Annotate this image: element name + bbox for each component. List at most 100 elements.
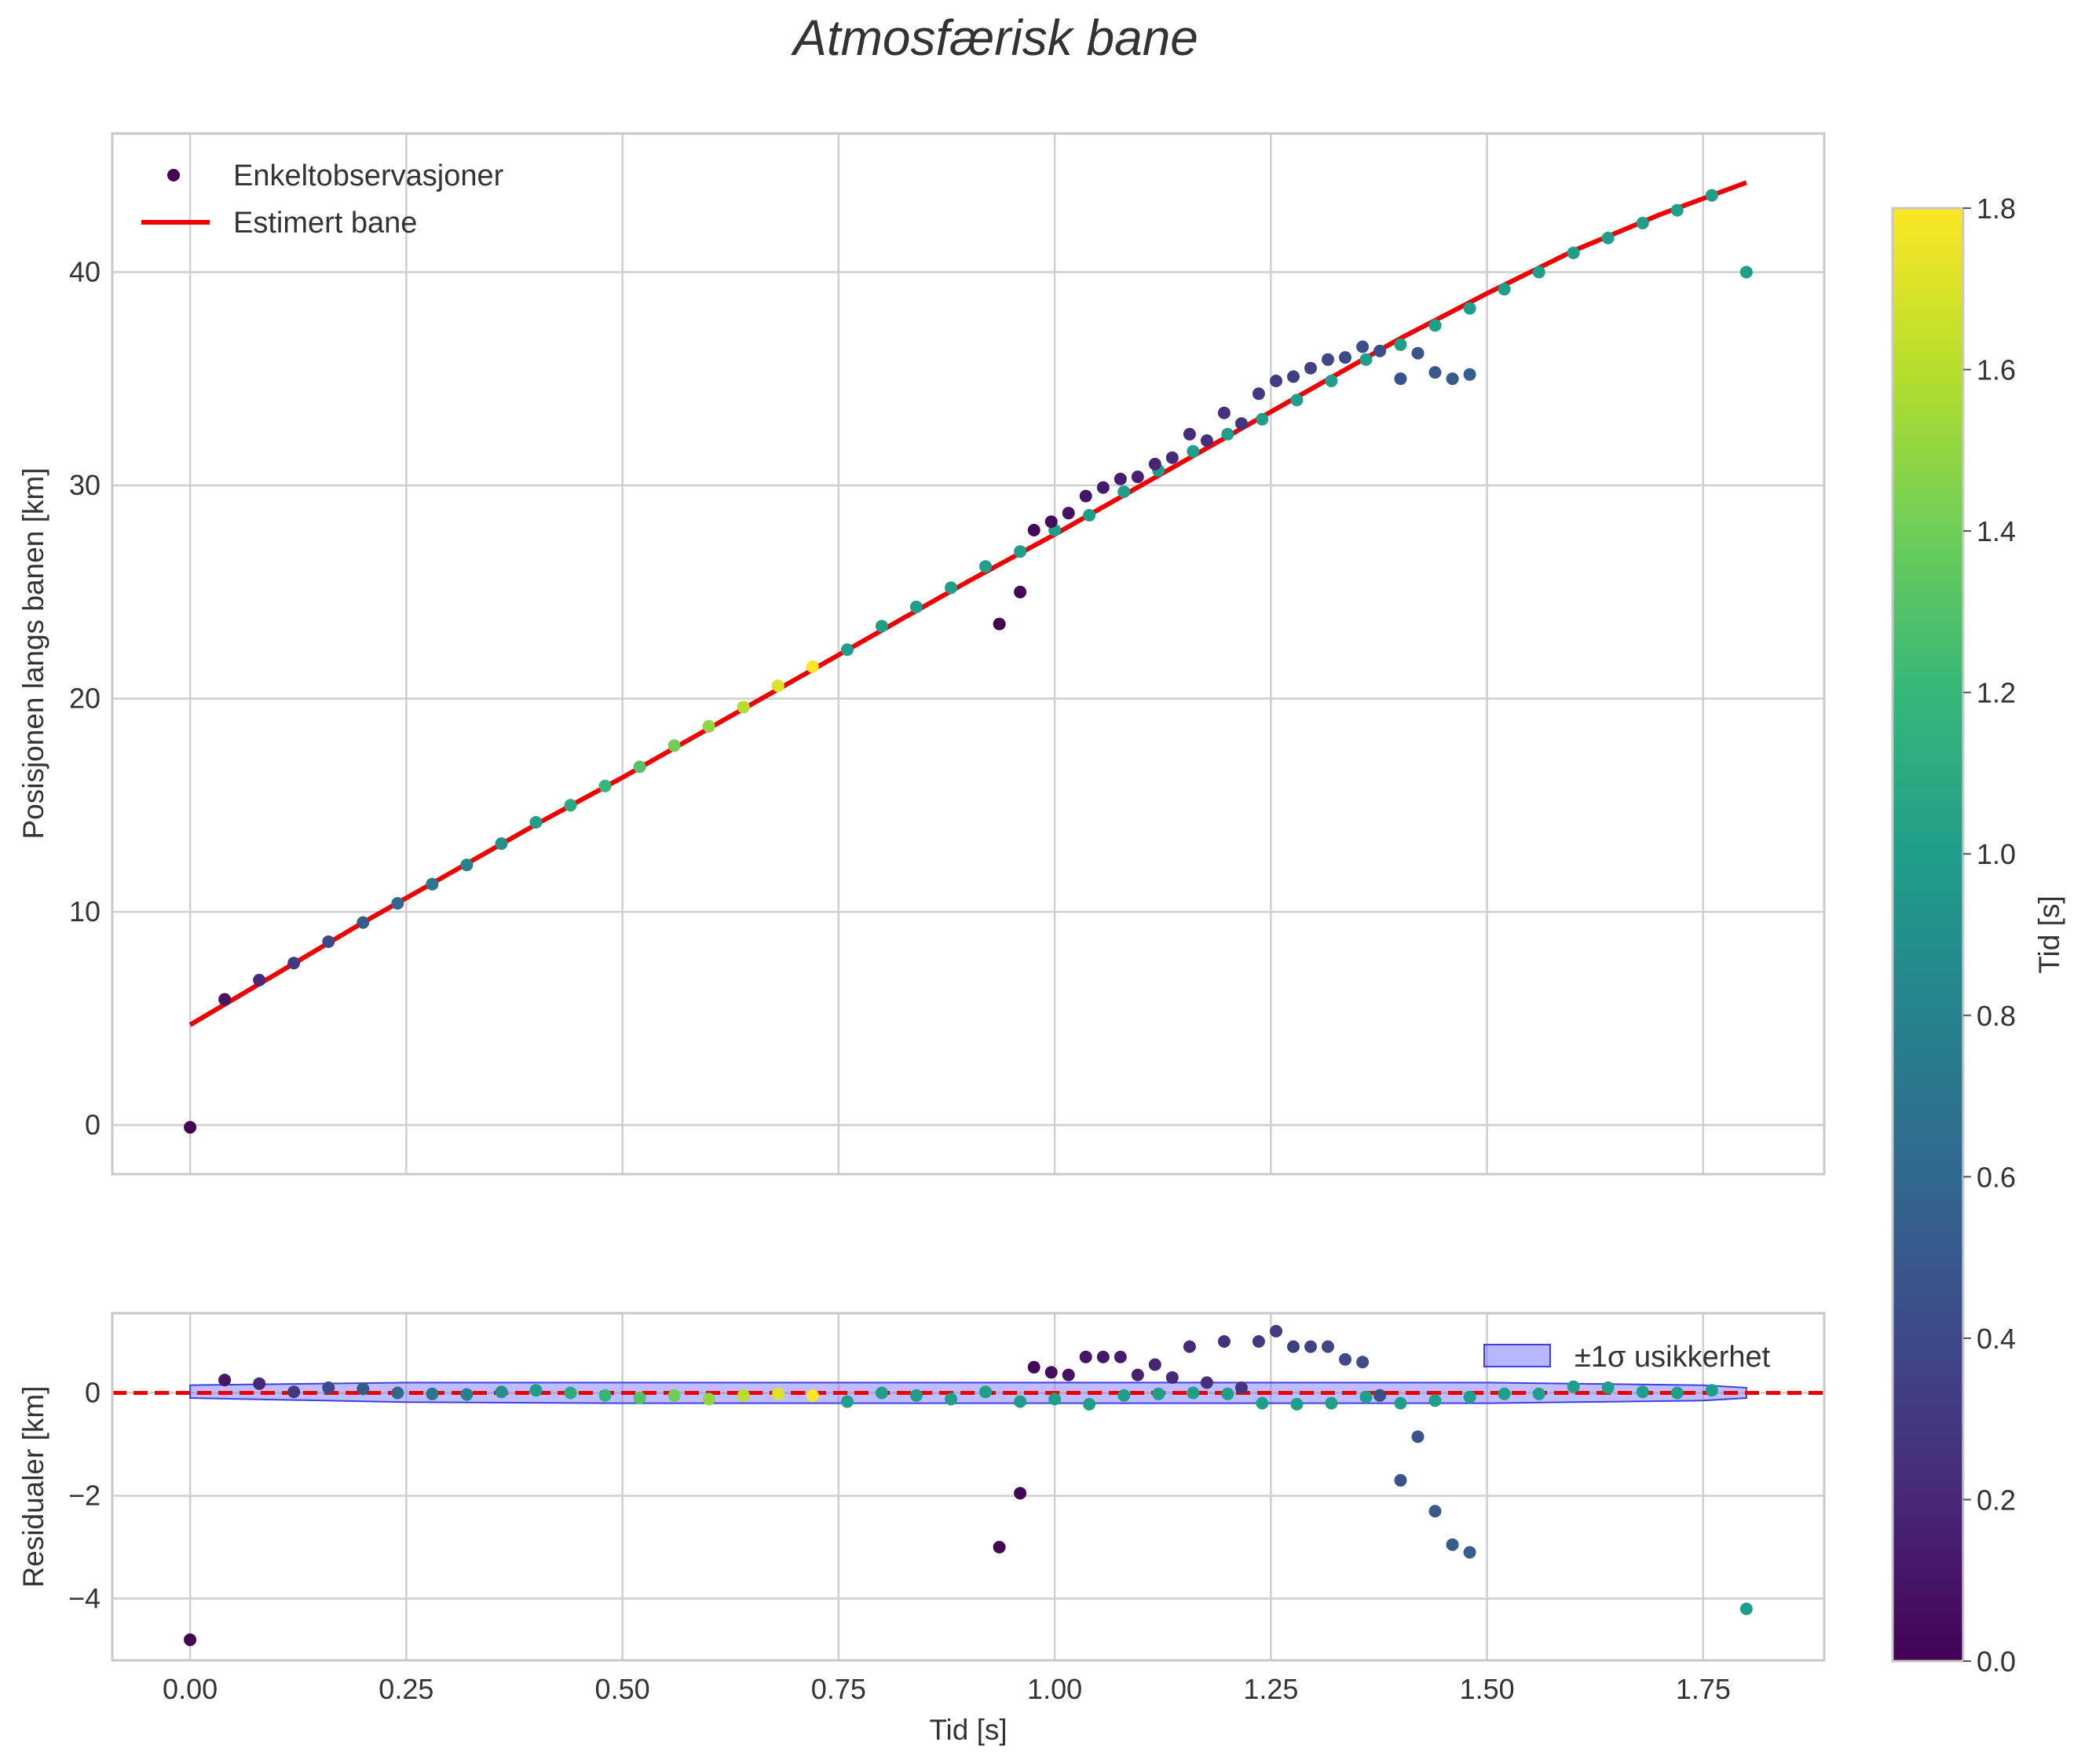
bottom-y-axis-label: Residualer [km] — [17, 1385, 49, 1587]
top-y-tick-label: 20 — [69, 683, 101, 715]
observation-point — [1705, 188, 1718, 202]
colorbar-tick-label: 1.6 — [1977, 354, 2016, 386]
colorbar-tick-label: 1.0 — [1977, 838, 2016, 870]
colorbar-tick-label: 1.4 — [1977, 515, 2016, 547]
residual-point — [253, 1377, 266, 1390]
observation-point — [529, 816, 543, 829]
residual-point — [1114, 1350, 1127, 1363]
residual-point — [1739, 1602, 1753, 1616]
residual-point — [1359, 1390, 1373, 1404]
observation-point — [1014, 545, 1027, 558]
residual-point — [1705, 1384, 1718, 1397]
observation-point — [1394, 372, 1407, 386]
legend-label-fit-line: Estimert bane — [233, 207, 417, 240]
residual-point — [1325, 1396, 1338, 1410]
observation-point — [1252, 387, 1265, 401]
observation-point — [1394, 338, 1407, 351]
x-tick-label: 0.00 — [163, 1673, 218, 1705]
residual-point — [1062, 1368, 1075, 1382]
x-axis-label: Tid [s] — [929, 1714, 1007, 1746]
residual-point — [1044, 1366, 1058, 1379]
top-panel-background — [112, 134, 1824, 1174]
residual-point — [1131, 1368, 1144, 1382]
residual-point — [426, 1387, 439, 1400]
x-tick-label: 0.25 — [379, 1673, 433, 1705]
observation-point — [598, 779, 612, 792]
observation-point — [1287, 370, 1300, 383]
chart-title: Atmosfærisk bane — [790, 9, 1198, 66]
observation-point — [771, 679, 784, 693]
observation-point — [1325, 375, 1338, 387]
residual-point — [287, 1385, 301, 1399]
colorbar-label: Tid [s] — [2033, 895, 2065, 973]
colorbar-tick-label: 0.4 — [1977, 1323, 2016, 1355]
top-y-tick-label: 40 — [69, 255, 101, 287]
residual-point — [1165, 1371, 1179, 1384]
residual-point — [1670, 1386, 1684, 1400]
residual-point — [1463, 1546, 1476, 1559]
residual-point — [1322, 1340, 1334, 1353]
observation-point — [460, 858, 474, 872]
residual-point — [909, 1389, 923, 1402]
colorbar-tick-label: 0.8 — [1977, 1000, 2016, 1032]
observation-point — [1187, 445, 1200, 458]
observation-point — [564, 799, 577, 812]
legend-label-band: ±1σ usikkerhet — [1574, 1341, 1771, 1374]
residual-point — [1287, 1340, 1300, 1353]
residual-point — [1498, 1387, 1511, 1400]
residual-point — [1256, 1396, 1269, 1410]
residual-point — [771, 1387, 784, 1400]
top-panel-frame — [111, 132, 1826, 1176]
observation-point — [322, 935, 335, 948]
legend-marker-observations — [167, 169, 180, 181]
residual-point — [945, 1393, 957, 1406]
observation-point — [1373, 344, 1387, 357]
observation-point — [1532, 265, 1545, 279]
colorbar-scale — [1891, 207, 1965, 1663]
residual-point — [1339, 1352, 1351, 1366]
residual-point — [1079, 1350, 1092, 1363]
residual-point — [1048, 1393, 1062, 1406]
residual-point — [1152, 1387, 1165, 1400]
observation-point — [1234, 417, 1248, 430]
top-legend: Enkeltobservasjoner Estimert bane — [141, 159, 504, 240]
top-y-tick-label: 0 — [85, 1109, 101, 1141]
observation-point — [1498, 283, 1511, 296]
observation-point — [1463, 368, 1476, 381]
residual-point — [1014, 1395, 1027, 1408]
observation-point — [979, 560, 992, 573]
observation-point — [945, 581, 957, 595]
observation-point — [1322, 353, 1334, 366]
residual-point — [1394, 1473, 1407, 1487]
residual-point — [1083, 1397, 1096, 1411]
observation-point — [1083, 509, 1096, 522]
residual-point — [564, 1386, 577, 1400]
residual-point — [1117, 1389, 1131, 1402]
residual-point — [598, 1389, 612, 1402]
observation-point — [253, 973, 266, 986]
observation-point — [1601, 232, 1615, 244]
colorbar: 0.0 0.2 0.4 0.6 0.8 1.0 1.2 1.4 1.6 1.8 Tid [s] — [1891, 192, 2065, 1678]
residual-point — [1636, 1385, 1649, 1399]
observation-point — [1148, 457, 1161, 470]
residual-point — [1290, 1397, 1304, 1411]
residual-point — [993, 1540, 1006, 1554]
observation-point — [840, 643, 854, 657]
observation-point — [1221, 427, 1234, 441]
residual-point — [1027, 1360, 1040, 1374]
colorbar-tick-label: 0.6 — [1977, 1161, 2016, 1193]
observation-point — [1304, 361, 1317, 375]
observation-point — [1411, 346, 1425, 360]
residual-point — [1096, 1350, 1110, 1363]
x-tick-label: 1.50 — [1460, 1673, 1515, 1705]
residual-point — [1394, 1396, 1407, 1410]
legend-marker-band — [1483, 1344, 1551, 1367]
observation-point — [1428, 319, 1442, 332]
residual-point — [1532, 1387, 1545, 1400]
observation-point — [1062, 507, 1075, 520]
observation-point — [1200, 434, 1213, 447]
residual-point — [1428, 1394, 1442, 1407]
colorbar-tick-label: 0.2 — [1977, 1484, 2016, 1516]
residual-point — [529, 1384, 543, 1397]
observation-point — [1428, 366, 1442, 379]
